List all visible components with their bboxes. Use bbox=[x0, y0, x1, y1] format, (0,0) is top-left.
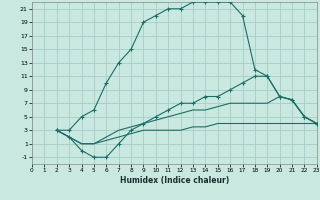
X-axis label: Humidex (Indice chaleur): Humidex (Indice chaleur) bbox=[120, 176, 229, 185]
